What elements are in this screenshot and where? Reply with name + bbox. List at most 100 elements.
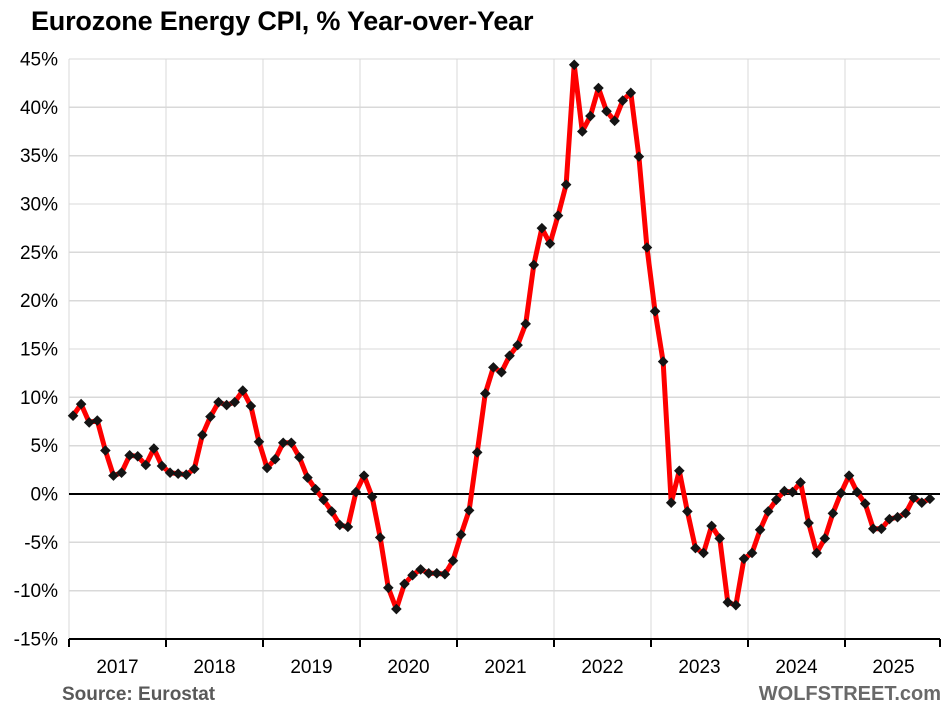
data-point-marker [350, 486, 362, 498]
data-point-marker [172, 468, 184, 479]
data-point-marker [358, 470, 370, 481]
data-point-marker [544, 238, 556, 249]
data-point-marker [609, 115, 620, 127]
data-point-marker [657, 356, 669, 367]
data-point-marker [124, 450, 135, 461]
data-point-marker [835, 487, 847, 499]
data-point-marker [698, 547, 709, 559]
x-tick-label: 2017 [96, 657, 138, 678]
data-point-marker [221, 399, 232, 411]
data-point-markers [67, 59, 936, 615]
data-point-marker [617, 95, 629, 106]
data-point-marker [690, 542, 701, 554]
data-point-marker [585, 110, 596, 122]
y-tick-label: 45% [20, 50, 58, 71]
data-point-marker [132, 451, 144, 462]
data-point-marker [900, 508, 911, 519]
data-point-marker [285, 437, 297, 449]
x-tick-label: 2019 [290, 657, 332, 678]
chart-title: Eurozone Energy CPI, % Year-over-Year [31, 6, 534, 36]
data-point-marker [156, 460, 168, 472]
source-attribution: Source: Eurostat [62, 684, 216, 705]
x-tick-label: 2022 [581, 657, 623, 678]
energy-cpi-line [70, 62, 933, 612]
y-tick-label: 20% [20, 291, 58, 312]
data-point-marker [843, 470, 855, 481]
y-tick-label: 0% [31, 485, 59, 506]
x-tick-label: 2020 [387, 657, 429, 678]
data-point-marker [488, 362, 499, 373]
data-point-marker [867, 523, 879, 535]
data-point-marker [552, 210, 564, 221]
data-point-marker [504, 350, 515, 362]
data-point-marker [75, 398, 87, 410]
data-point-marker [140, 459, 152, 471]
y-tick-label: -10% [14, 581, 58, 602]
data-point-marker [91, 415, 103, 426]
data-point-marker [253, 436, 265, 448]
y-tick-label: -15% [14, 630, 58, 651]
data-point-marker [884, 513, 895, 525]
data-point-marker [754, 524, 766, 536]
data-point-marker [342, 521, 354, 533]
y-tick-label: 15% [20, 340, 58, 361]
data-point-marker [512, 339, 523, 351]
data-point-marker [908, 492, 920, 504]
data-point-marker [310, 483, 321, 495]
data-point-marker [770, 494, 782, 506]
data-point-marker [302, 472, 313, 483]
data-point-marker [536, 222, 548, 234]
data-point-marker [479, 388, 491, 399]
x-tick-label: 2018 [193, 657, 235, 678]
data-point-marker [261, 462, 273, 474]
data-point-marker [528, 259, 540, 271]
data-point-marker [859, 498, 871, 509]
data-point-marker [423, 567, 435, 579]
data-point-marker [682, 506, 693, 517]
data-point-marker [116, 467, 127, 479]
data-point-marker [714, 533, 726, 544]
data-point-marker [916, 497, 928, 508]
data-point-marker [665, 497, 677, 508]
data-point-marker [876, 523, 887, 535]
data-point-marker [706, 520, 717, 532]
data-point-marker [496, 366, 507, 378]
y-tick-label: 30% [20, 195, 58, 216]
y-tick-label: 5% [31, 436, 59, 457]
x-tick-label: 2021 [484, 657, 526, 678]
x-axis-labels: 2017 2018 2019 2020 2021 2022 2023 2024 2025 [96, 657, 914, 678]
data-point-marker [892, 511, 903, 523]
data-point-marker [746, 547, 758, 559]
data-point-marker [407, 569, 418, 581]
data-point-marker [334, 519, 346, 531]
data-point-marker [326, 506, 338, 517]
data-point-marker [188, 463, 200, 475]
data-point-marker [641, 242, 653, 253]
data-point-marker [803, 517, 814, 529]
data-point-marker [415, 564, 426, 575]
data-point-marker [730, 599, 742, 611]
data-point-marker [625, 87, 637, 99]
y-tick-label: 25% [20, 243, 58, 264]
data-point-marker [108, 470, 119, 481]
data-point-marker [294, 451, 305, 463]
y-tick-label: 40% [20, 98, 58, 119]
data-point-marker [67, 410, 79, 421]
data-point-marker [439, 568, 451, 580]
data-point-marker [520, 318, 532, 330]
site-watermark: WOLFSTREET.com [758, 683, 941, 705]
data-point-marker [318, 494, 329, 506]
data-point-marker [237, 385, 249, 396]
data-point-marker [277, 437, 289, 449]
data-point-marker [100, 445, 111, 456]
data-point-marker [382, 582, 394, 594]
data-point-marker [560, 179, 572, 190]
data-point-marker [851, 486, 863, 498]
data-point-marker [787, 486, 798, 498]
data-point-marker [447, 555, 459, 566]
y-tick-label: -5% [24, 533, 58, 554]
data-point-marker [827, 508, 839, 519]
data-point-marker [83, 417, 95, 428]
